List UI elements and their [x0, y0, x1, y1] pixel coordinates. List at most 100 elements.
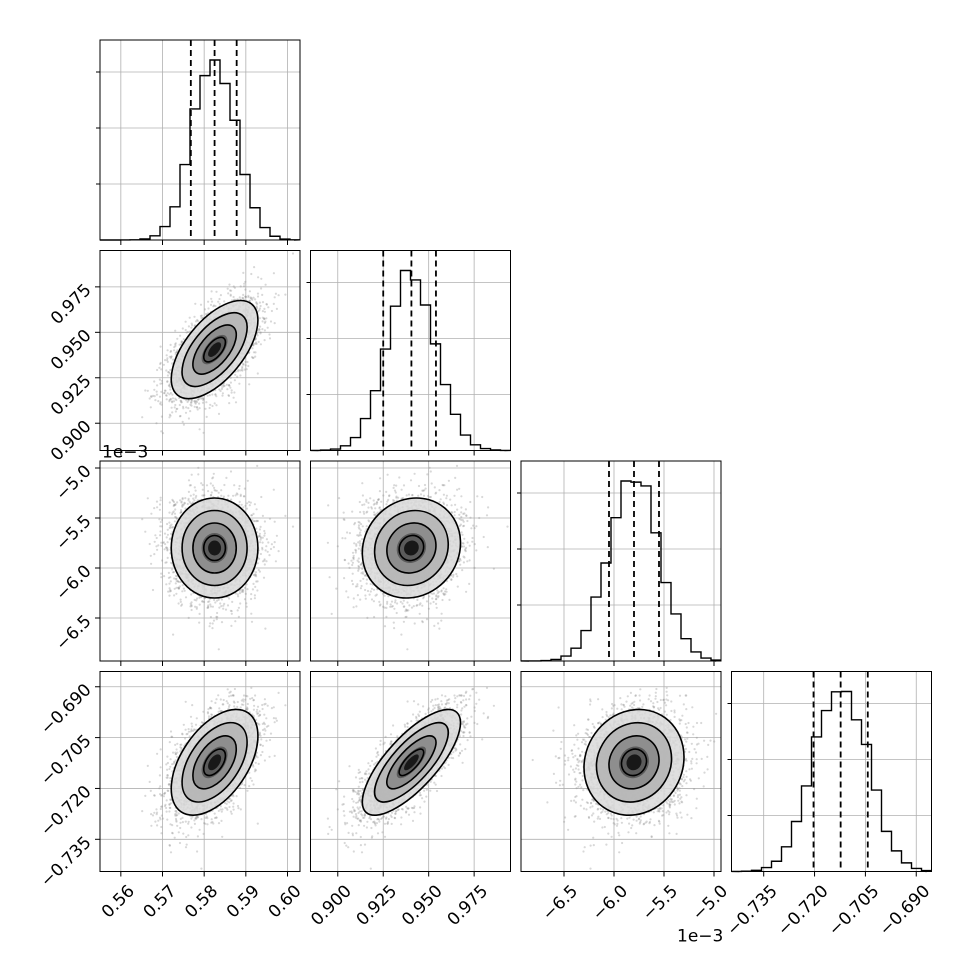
- sample-point: [234, 494, 237, 497]
- sample-point: [233, 286, 236, 289]
- sample-point: [256, 302, 259, 306]
- sample-point: [208, 600, 211, 603]
- sample-point: [200, 316, 203, 319]
- sample-point: [242, 588, 245, 592]
- sample-point: [196, 318, 199, 322]
- sample-point: [220, 598, 223, 601]
- sample-point: [252, 344, 255, 347]
- sample-point: [173, 512, 177, 515]
- sample-point: [180, 509, 183, 512]
- sample-point: [266, 326, 269, 329]
- sample-point: [251, 298, 254, 301]
- sample-point: [193, 400, 196, 403]
- sample-point: [228, 383, 231, 387]
- sample-point: [209, 615, 212, 619]
- sample-point: [261, 293, 264, 296]
- sample-point: [229, 381, 232, 384]
- sample-point: [159, 530, 162, 533]
- sample-point: [272, 302, 275, 305]
- sample-point: [259, 331, 262, 334]
- sample-point: [215, 599, 219, 602]
- histogram-frame: [310, 250, 511, 451]
- sample-point: [246, 502, 249, 505]
- sample-point: [237, 606, 240, 609]
- sample-point: [168, 526, 171, 530]
- sample-point: [219, 294, 222, 297]
- sample-point: [203, 308, 207, 311]
- sample-point: [166, 541, 169, 544]
- sample-point: [169, 385, 172, 389]
- sample-point: [213, 486, 216, 489]
- sample-point: [255, 527, 258, 530]
- sample-point: [190, 604, 193, 607]
- sample-point: [174, 329, 177, 332]
- sample-point: [273, 541, 276, 544]
- sample-point: [223, 602, 226, 606]
- sample-point: [263, 534, 266, 537]
- sample-point: [238, 592, 242, 595]
- sample-point: [164, 389, 167, 392]
- sample-point: [167, 371, 170, 374]
- sample-point: [245, 368, 248, 371]
- sample-point: [275, 307, 278, 310]
- sample-point: [173, 406, 176, 409]
- sample-point: [255, 301, 258, 304]
- sample-point: [167, 371, 170, 374]
- sample-point: [244, 295, 247, 298]
- sample-point: [248, 383, 251, 386]
- sample-point: [174, 574, 177, 578]
- sample-point: [146, 389, 149, 392]
- sample-point: [197, 398, 200, 401]
- sample-point: [207, 300, 210, 303]
- sample-point: [190, 473, 193, 476]
- sample-point: [251, 356, 254, 360]
- sample-point: [187, 417, 190, 420]
- sample-point: [182, 587, 185, 590]
- sample-point: [174, 403, 177, 407]
- sample-point: [240, 503, 243, 506]
- sample-point: [153, 540, 156, 543]
- sample-point: [251, 347, 254, 350]
- sample-point: [156, 368, 159, 372]
- sample-point: [203, 597, 206, 600]
- sample-point: [258, 307, 261, 310]
- sample-point: [160, 576, 163, 579]
- sample-point: [193, 315, 196, 318]
- sample-point: [163, 575, 166, 578]
- sample-point: [173, 594, 176, 597]
- sample-point: [246, 360, 249, 364]
- sample-point: [159, 520, 162, 524]
- sample-point: [196, 597, 199, 600]
- sample-point: [159, 382, 162, 385]
- sample-point: [186, 502, 189, 506]
- sample-point: [227, 394, 230, 397]
- sample-point: [220, 494, 223, 497]
- sample-point: [212, 305, 215, 308]
- sample-point: [166, 548, 169, 551]
- sample-point: [248, 290, 251, 293]
- sample-point: [193, 499, 196, 502]
- sample-point: [249, 501, 252, 504]
- sample-point: [243, 282, 246, 285]
- sample-point: [269, 320, 273, 323]
- sample-point: [162, 363, 165, 366]
- sample-point: [254, 342, 257, 345]
- sample-point: [228, 283, 231, 286]
- sample-point: [257, 276, 260, 279]
- sample-point: [194, 496, 197, 499]
- sample-point: [255, 508, 258, 511]
- sample-point: [252, 582, 255, 586]
- sample-point: [222, 604, 225, 607]
- sample-point: [161, 432, 165, 435]
- sample-point: [230, 624, 233, 628]
- histogram-frame: [731, 671, 932, 872]
- sample-point: [173, 587, 176, 590]
- contour-line: [202, 336, 227, 363]
- sample-point: [160, 430, 163, 433]
- sample-point: [263, 520, 266, 523]
- sample-point: [161, 559, 164, 562]
- sample-point: [233, 379, 236, 382]
- sample-point: [191, 501, 194, 504]
- sample-point: [250, 612, 253, 615]
- sample-point: [158, 503, 162, 506]
